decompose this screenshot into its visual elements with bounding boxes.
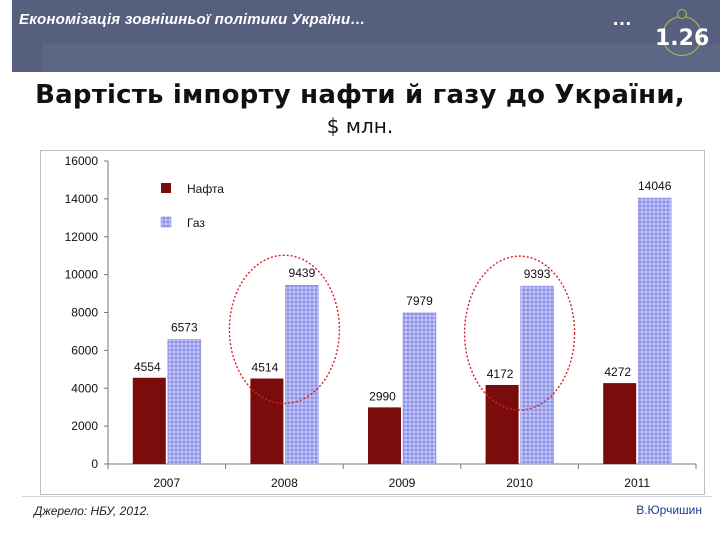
slide-number-badge-dot: [677, 9, 687, 19]
header-ellipsis: …: [612, 8, 632, 30]
y-tick-label: 8000: [71, 306, 98, 320]
y-tick-label: 6000: [71, 343, 98, 357]
oil-data-label: 4272: [604, 365, 631, 379]
x-tick-label: 2011: [624, 476, 650, 490]
oil-data-label: 4554: [134, 360, 161, 374]
oil-data-label: 2990: [369, 389, 396, 403]
gas-data-label: 9439: [289, 266, 316, 280]
x-tick-label: 2008: [271, 476, 298, 490]
gas-bar: [637, 197, 672, 465]
oil-bar: [132, 377, 166, 464]
oil-data-label: 4172: [487, 367, 514, 381]
highlight-ellipse: [228, 254, 341, 405]
gas-data-label: 14046: [638, 179, 672, 193]
slide-title: Вартість імпорту нафти й газу до України…: [35, 80, 685, 110]
y-tick-label: 10000: [65, 268, 99, 282]
gas-data-label: 9393: [524, 267, 551, 281]
gas-bar: [167, 339, 202, 465]
legend-label-gas: Газ: [187, 216, 205, 230]
slide-subtitle: $ млн.: [326, 114, 394, 138]
x-tick-label: 2009: [389, 476, 416, 490]
oil-data-label: 4514: [252, 361, 279, 375]
y-tick-label: 12000: [65, 230, 99, 244]
footer-rule: [22, 496, 712, 497]
y-tick-label: 14000: [65, 192, 99, 206]
y-tick-label: 4000: [71, 381, 98, 395]
slide-number: 1.26: [655, 26, 710, 51]
x-tick-label: 2010: [506, 476, 533, 490]
source-note: Джерело: НБУ, 2012.: [34, 504, 150, 518]
chart-frame: 0 2000 4000 6000 8000 10000 12000 14000 16000 200…: [40, 150, 705, 495]
header-band-lower: [42, 44, 720, 72]
header-title: Економізація зовнішньої політики України…: [19, 11, 366, 28]
oil-bar: [485, 384, 519, 464]
highlight-ellipse: [463, 255, 576, 411]
gas-data-label: 6573: [171, 321, 198, 335]
gas-data-label: 7979: [406, 294, 433, 308]
y-tick-label: 2000: [71, 419, 98, 433]
author-name: В.Юрчишин: [636, 503, 702, 517]
oil-bar: [250, 378, 284, 464]
legend-swatch-oil: [161, 183, 171, 193]
gas-bar: [285, 284, 319, 465]
y-tick-label: 0: [91, 457, 98, 471]
legend-label-oil: Нафта: [187, 182, 224, 196]
bar-chart: 0 2000 4000 6000 8000 10000 12000 14000 16000 200…: [65, 154, 697, 490]
gas-bar: [520, 285, 554, 465]
y-tick-label: 16000: [65, 154, 99, 168]
oil-bar: [603, 383, 637, 464]
gas-bar: [402, 312, 437, 465]
legend-swatch-gas: [160, 216, 172, 228]
x-tick-label: 2007: [153, 476, 180, 490]
oil-bar: [368, 407, 401, 464]
header-band: [12, 0, 720, 72]
